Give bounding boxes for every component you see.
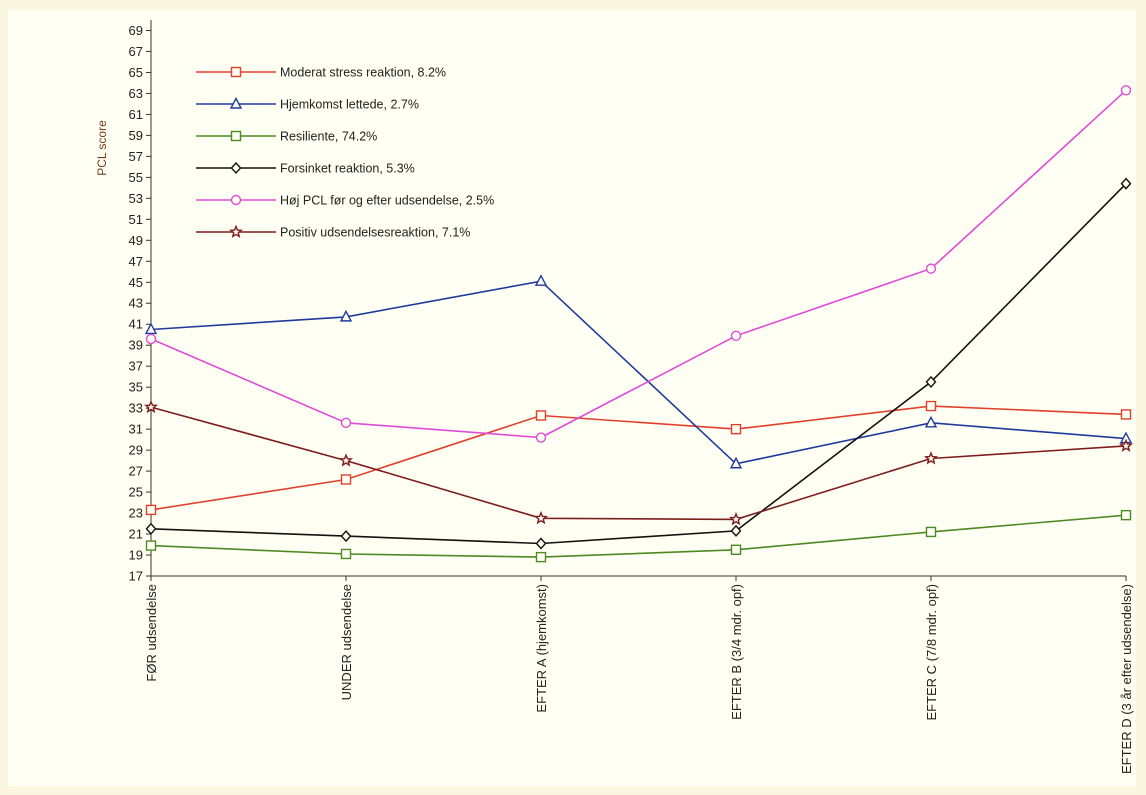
y-tick-label: 61 xyxy=(129,107,143,122)
y-tick-label: 25 xyxy=(129,485,143,500)
y-tick-label: 59 xyxy=(129,128,143,143)
data-point xyxy=(1120,177,1132,190)
data-point xyxy=(534,274,548,286)
data-point xyxy=(228,224,244,238)
data-point xyxy=(730,524,742,537)
legend-label: Høj PCL før og efter udsendelse, 2.5% xyxy=(280,194,494,208)
series-line xyxy=(150,514,1127,558)
y-tick-label: 51 xyxy=(129,212,143,227)
data-point xyxy=(1120,85,1132,96)
y-tick-label: 37 xyxy=(129,359,143,374)
data-point xyxy=(145,522,157,535)
y-tick-label: 27 xyxy=(129,464,143,479)
data-point xyxy=(145,333,157,345)
y-tick-label: 67 xyxy=(129,44,143,59)
data-point xyxy=(230,194,242,206)
y-tick-label: 45 xyxy=(129,275,143,290)
data-point xyxy=(535,410,547,421)
data-point xyxy=(730,423,742,435)
data-point xyxy=(230,130,242,142)
data-point xyxy=(1118,438,1134,452)
y-tick-label: 65 xyxy=(129,65,143,80)
y-tick-label: 57 xyxy=(129,149,143,164)
chart-frame xyxy=(8,10,1136,786)
data-point xyxy=(1120,409,1132,420)
data-point xyxy=(729,456,743,469)
data-point xyxy=(925,526,937,538)
series-line xyxy=(150,280,1127,465)
legend-label: Positiv udsendelsesreaktion, 7.1% xyxy=(280,226,470,240)
y-tick-label: 19 xyxy=(129,548,143,563)
data-point xyxy=(340,474,352,485)
y-tick-label: 53 xyxy=(129,191,143,206)
series-line xyxy=(150,406,1127,521)
data-point xyxy=(339,309,353,322)
data-point xyxy=(229,96,243,109)
y-tick-label: 41 xyxy=(129,317,143,332)
y-axis-title: PCL score xyxy=(95,120,109,176)
y-tick-label: 69 xyxy=(129,23,143,38)
data-point xyxy=(145,504,157,516)
series-line xyxy=(150,89,1127,439)
data-point xyxy=(230,66,242,78)
y-tick-label: 23 xyxy=(129,506,143,521)
y-tick-label: 49 xyxy=(129,233,143,248)
data-point xyxy=(730,544,742,555)
legend-label: Forsinket reaktion, 5.3% xyxy=(280,162,415,176)
x-category-label: EFTER A (hjemkomst) xyxy=(534,584,549,713)
data-point xyxy=(143,399,159,414)
y-tick-label: 29 xyxy=(129,443,143,458)
data-point xyxy=(535,551,547,563)
data-point xyxy=(533,510,549,525)
series-line xyxy=(150,405,1127,511)
data-point xyxy=(340,548,352,560)
y-tick-label: 33 xyxy=(129,401,143,416)
data-point xyxy=(535,432,547,443)
data-point xyxy=(144,322,158,335)
x-category-label: FØR udsendelse xyxy=(144,584,159,682)
y-tick-label: 47 xyxy=(129,254,143,269)
data-point xyxy=(924,415,938,428)
legend-label: Hjemkomst lettede, 2.7% xyxy=(280,98,419,112)
y-tick-label: 43 xyxy=(129,296,143,311)
y-tick-label: 21 xyxy=(129,527,143,542)
data-point xyxy=(925,375,937,388)
data-point xyxy=(338,453,354,467)
x-category-label: UNDER udsendelse xyxy=(339,584,354,700)
data-point xyxy=(535,537,547,550)
y-tick-label: 31 xyxy=(129,422,143,437)
y-tick-label: 35 xyxy=(129,380,143,395)
x-category-label: EFTER D (3 år efter udsendelse) xyxy=(1119,584,1134,774)
data-point xyxy=(340,417,352,429)
y-tick-label: 17 xyxy=(129,569,143,584)
legend-label: Resiliente, 74.2% xyxy=(280,130,377,144)
data-point xyxy=(230,161,242,175)
y-tick-label: 63 xyxy=(129,86,143,101)
data-point xyxy=(340,530,352,543)
series-line xyxy=(150,183,1127,545)
y-tick-label: 39 xyxy=(129,338,143,353)
x-category-label: EFTER C (7/8 mdr. opf) xyxy=(924,584,939,721)
data-point xyxy=(925,400,937,412)
data-point xyxy=(923,451,939,465)
data-point xyxy=(730,330,742,341)
x-category-label: EFTER B (3/4 mdr. opf) xyxy=(729,584,744,720)
y-tick-label: 55 xyxy=(129,170,143,185)
data-point xyxy=(728,511,744,526)
data-point xyxy=(925,263,937,274)
data-point xyxy=(145,540,157,551)
data-point xyxy=(1120,509,1132,521)
legend-label: Moderat stress reaktion, 8.2% xyxy=(280,66,446,80)
